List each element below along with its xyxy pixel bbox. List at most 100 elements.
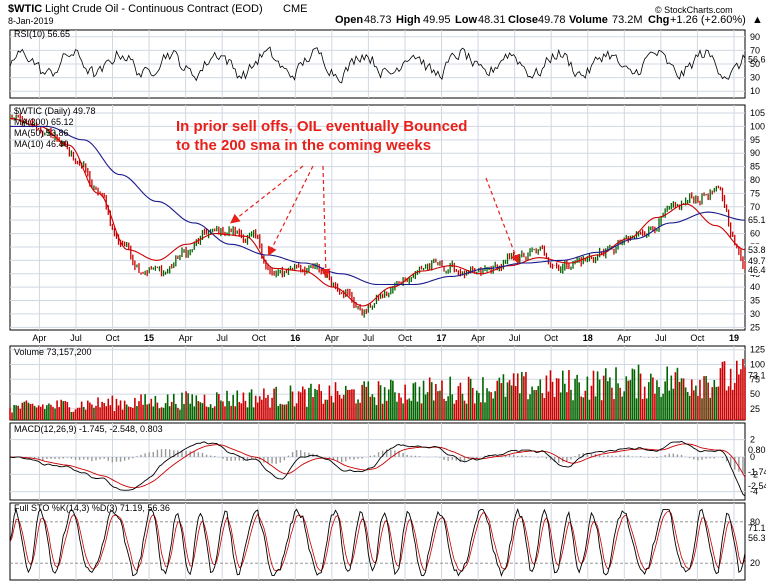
- price-tick-label: 40: [750, 282, 760, 292]
- x-tick-label: 18: [583, 333, 593, 343]
- up-arrow-icon: ▲: [752, 14, 763, 26]
- x-tick-label: Jul: [70, 333, 82, 343]
- panel-grids: [10, 30, 745, 580]
- volume-tick-label: 50: [750, 389, 760, 399]
- x-tick-label: Apr: [179, 333, 193, 343]
- price-tick-label: 80: [750, 175, 760, 185]
- x-tick-label: Jul: [655, 333, 667, 343]
- price-tick-label: 95: [750, 135, 760, 145]
- price-tick-label: 70: [750, 202, 760, 212]
- chart-date: 8-Jan-2019: [8, 16, 54, 26]
- rsi-tick-label: 90: [750, 32, 760, 42]
- ma200-line: [10, 125, 746, 286]
- stoch-k-value-tag: 71.19: [748, 523, 766, 533]
- exchange: CME: [283, 3, 307, 15]
- price-tick-label: 60: [750, 229, 760, 239]
- price-panel: [9, 113, 746, 318]
- annotation-arrow: [267, 165, 314, 257]
- x-tick-label: Apr: [471, 333, 485, 343]
- x-tick-label: Oct: [544, 333, 559, 343]
- ma10-value-tag: 46.40: [748, 265, 766, 275]
- annotation-arrow: [485, 177, 520, 265]
- macd-legend: MACD(12,26,9) -1.745, -2.548, 0.803: [14, 424, 163, 434]
- x-tick-label: Oct: [106, 333, 121, 343]
- stoch-k-line: [9, 507, 746, 578]
- ma10-legend: MA(10) 46.40: [14, 139, 69, 149]
- price-tick-label: 90: [750, 148, 760, 158]
- macd-tick-label: 2: [750, 435, 755, 445]
- price-tick-label: 25: [750, 322, 760, 332]
- ma10-value-tag-bg: [747, 264, 766, 275]
- x-tick-label: 15: [144, 333, 154, 343]
- volume-tick-label: 25: [750, 404, 760, 414]
- annotation-line2: to the 200 sma in the coming weeks: [176, 137, 431, 154]
- volume-value-tag: 73.16M: [748, 371, 766, 381]
- rsi-tick-label: 70: [750, 45, 760, 55]
- close-value-tag: 49.78: [748, 256, 766, 266]
- stoch-d-value-tag: 56.36: [748, 533, 766, 543]
- instrument-name: Light Crude Oil - Continuous Contract (E…: [45, 3, 263, 15]
- volume-label: Volume: [569, 14, 608, 26]
- high-value: 49.95: [423, 14, 451, 26]
- stoch-tick-label: 20: [750, 558, 760, 568]
- x-tick-label: Oct: [398, 333, 413, 343]
- low-label: Low: [455, 14, 477, 26]
- x-tick-label: Jul: [363, 333, 375, 343]
- x-tick-label: Apr: [617, 333, 631, 343]
- x-tick-label: 17: [437, 333, 447, 343]
- price-tick-label: 100: [750, 121, 765, 131]
- volume-panel: [9, 358, 746, 420]
- price-frame: [9, 104, 746, 331]
- macd-value-tag: -1.745: [748, 467, 766, 477]
- x-tick-label: Apr: [325, 333, 339, 343]
- macd-tick-label: -4: [750, 487, 758, 497]
- price-tick-label: 75: [750, 188, 760, 198]
- rsi-tick-label: 30: [750, 73, 760, 83]
- ma50-legend: MA(50) 53.86: [14, 128, 69, 138]
- x-tick-label: 16: [290, 333, 300, 343]
- axis-labels: 253035404550556065707580859095100105AprJ…: [32, 32, 766, 568]
- price-legend: $WTIC (Daily) 49.78: [14, 106, 96, 116]
- price-tick-label: 105: [750, 108, 765, 118]
- price-tick-label: 35: [750, 296, 760, 306]
- volume-tick-label: 75: [750, 374, 760, 384]
- close-value-tag-bg: [747, 254, 766, 266]
- x-tick-label: Oct: [690, 333, 705, 343]
- close-label: Close: [508, 14, 538, 26]
- stoch-d-line: [9, 510, 746, 572]
- ma200-legend: MA(200) 65.12: [14, 117, 74, 127]
- rsi-value-tag: 56.65: [748, 54, 766, 64]
- symbol: $WTIC: [8, 3, 42, 15]
- macd-tick-label: -2: [750, 469, 758, 479]
- ma50-line: [9, 117, 746, 307]
- macd-tick-label: 0: [750, 452, 755, 462]
- stoch-legend: Full STO %K(14,3) %D(3) 71.19, 56.36: [14, 503, 170, 513]
- watermark: © StockCharts.com: [655, 5, 733, 15]
- volume-tick-label: 100: [750, 360, 765, 370]
- rsi-panel: [9, 46, 746, 84]
- volume-tick-label: 125: [750, 345, 765, 355]
- rsi-line: [9, 46, 746, 84]
- rsi-tick-label: 50: [750, 59, 760, 69]
- stochastic-panel: [9, 507, 746, 578]
- ma50-value-tag: 53.86: [748, 245, 766, 255]
- chg-value: +1.26 (+2.60%): [670, 14, 746, 26]
- volume-value: 73.2M: [612, 14, 643, 26]
- close-value: 49.78: [538, 14, 566, 26]
- rsi-legend: RSI(10) 56.65: [14, 29, 70, 39]
- annotation-arrow: [230, 165, 304, 224]
- rsi-tick-label: 10: [750, 86, 760, 96]
- annotation-line1: In prior sell offs, OIL eventually Bounc…: [176, 118, 467, 135]
- x-tick-label: 19: [729, 333, 739, 343]
- stoch-tick-label: 80: [750, 517, 760, 527]
- x-tick-label: Oct: [252, 333, 267, 343]
- x-tick-label: Apr: [32, 333, 46, 343]
- price-tick-label: 30: [750, 309, 760, 319]
- open-value: 48.73: [364, 14, 392, 26]
- ma200-value-tag-bg: [747, 213, 766, 225]
- panel-frames: [9, 29, 746, 581]
- ma50-value-tag-bg: [747, 244, 766, 256]
- open-label: Open: [335, 14, 363, 26]
- x-tick-label: Jul: [216, 333, 228, 343]
